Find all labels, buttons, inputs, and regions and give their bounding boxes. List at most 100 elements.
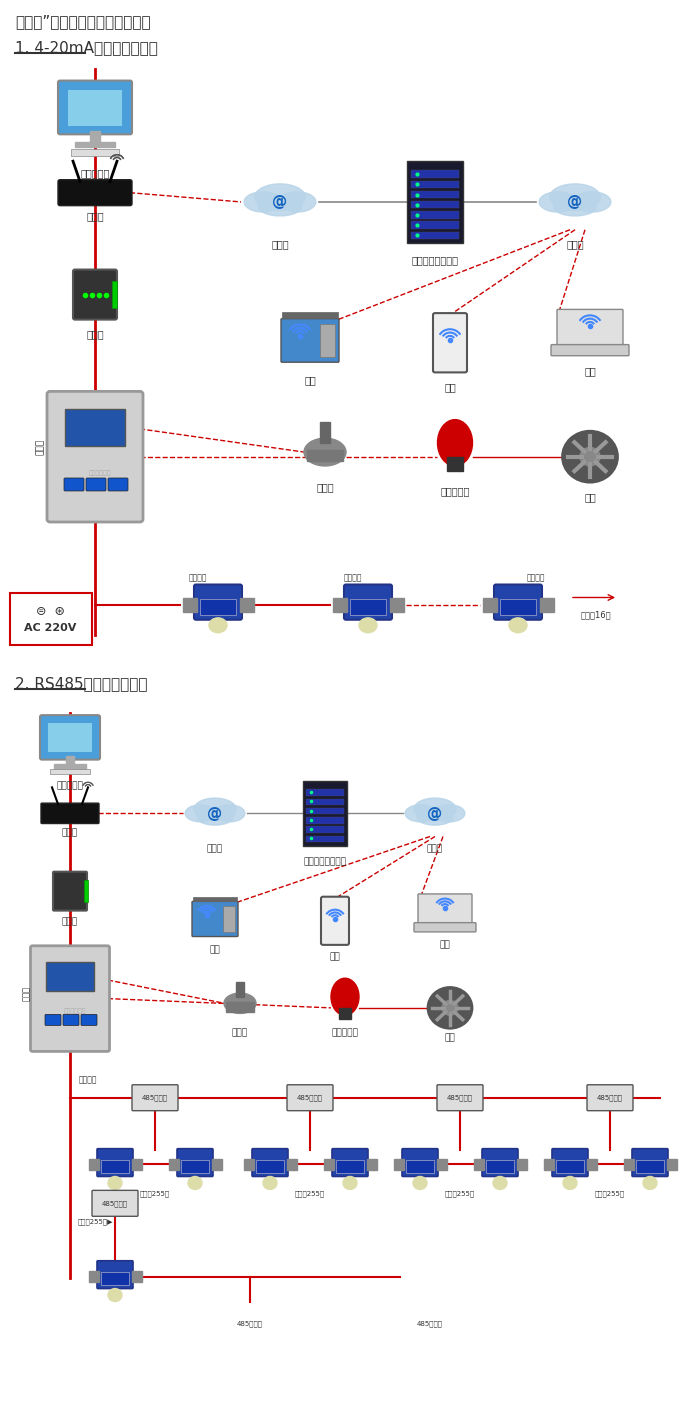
FancyBboxPatch shape xyxy=(552,1148,588,1176)
Bar xyxy=(437,1159,447,1171)
FancyBboxPatch shape xyxy=(402,1148,438,1176)
FancyBboxPatch shape xyxy=(97,1261,133,1289)
FancyBboxPatch shape xyxy=(437,1085,483,1110)
Text: 电磁阀: 电磁阀 xyxy=(316,483,334,492)
Bar xyxy=(350,599,386,615)
Text: 手机: 手机 xyxy=(330,953,340,961)
FancyBboxPatch shape xyxy=(418,893,472,926)
Ellipse shape xyxy=(428,988,472,1029)
FancyBboxPatch shape xyxy=(494,584,542,619)
Text: 信号输出: 信号输出 xyxy=(189,574,207,582)
Bar xyxy=(193,896,237,902)
Bar xyxy=(302,1389,312,1400)
Bar xyxy=(451,1390,479,1403)
Ellipse shape xyxy=(573,191,611,212)
FancyBboxPatch shape xyxy=(414,923,476,931)
FancyBboxPatch shape xyxy=(47,391,143,522)
Bar xyxy=(411,211,459,218)
Bar xyxy=(320,422,330,443)
Bar xyxy=(306,789,344,796)
Bar xyxy=(132,1271,142,1282)
Bar xyxy=(112,280,117,308)
Bar xyxy=(411,180,459,189)
Bar xyxy=(369,1389,379,1400)
Bar xyxy=(46,961,94,991)
Ellipse shape xyxy=(434,805,465,822)
Text: 终端: 终端 xyxy=(440,940,450,950)
FancyBboxPatch shape xyxy=(197,1379,233,1406)
Text: 手机: 手机 xyxy=(444,383,456,393)
Ellipse shape xyxy=(554,197,596,215)
FancyBboxPatch shape xyxy=(551,345,629,356)
Bar xyxy=(333,598,347,612)
Text: 安怡尔网络服务器: 安怡尔网络服务器 xyxy=(304,857,346,865)
Bar xyxy=(240,598,254,612)
Text: 485中继器: 485中继器 xyxy=(142,1095,168,1102)
FancyBboxPatch shape xyxy=(40,715,100,760)
Ellipse shape xyxy=(304,438,346,466)
Text: 电脑: 电脑 xyxy=(209,946,220,954)
Bar xyxy=(84,879,88,902)
Ellipse shape xyxy=(414,798,456,820)
Text: 通讯线: 通讯线 xyxy=(22,986,31,1002)
Text: @: @ xyxy=(568,194,582,210)
FancyBboxPatch shape xyxy=(41,803,99,823)
Bar xyxy=(406,1159,434,1173)
Bar xyxy=(90,131,100,144)
Text: 可连接255台: 可连接255台 xyxy=(295,1190,325,1197)
FancyBboxPatch shape xyxy=(81,1014,97,1026)
Ellipse shape xyxy=(258,197,302,215)
Text: AC 220V: AC 220V xyxy=(24,623,76,633)
Text: 485中继器: 485中继器 xyxy=(237,1320,263,1327)
Bar xyxy=(636,1159,664,1173)
Ellipse shape xyxy=(244,191,281,212)
Bar xyxy=(66,756,74,765)
Text: @: @ xyxy=(272,194,288,210)
Ellipse shape xyxy=(563,1176,577,1189)
Text: 东禽检测仪表: 东禽检测仪表 xyxy=(89,470,111,476)
FancyBboxPatch shape xyxy=(97,1148,133,1176)
Ellipse shape xyxy=(580,447,600,466)
FancyBboxPatch shape xyxy=(58,80,132,134)
Bar xyxy=(320,324,335,356)
Bar xyxy=(183,598,197,612)
FancyBboxPatch shape xyxy=(64,478,84,491)
Ellipse shape xyxy=(405,805,436,822)
Bar xyxy=(50,768,90,774)
FancyBboxPatch shape xyxy=(281,318,339,362)
Text: 1. 4-20mA信号连接系统图: 1. 4-20mA信号连接系统图 xyxy=(15,39,158,55)
Bar xyxy=(624,1159,634,1171)
FancyBboxPatch shape xyxy=(252,1148,288,1176)
Bar xyxy=(306,817,344,823)
Bar xyxy=(394,1159,404,1171)
Bar xyxy=(411,170,459,177)
Ellipse shape xyxy=(343,1176,357,1189)
Bar xyxy=(201,1390,229,1403)
Bar xyxy=(500,599,536,615)
FancyBboxPatch shape xyxy=(377,1379,413,1406)
Bar xyxy=(411,191,459,198)
Ellipse shape xyxy=(214,805,245,822)
Text: 单机版电脑: 单机版电脑 xyxy=(57,781,83,789)
Bar xyxy=(439,1389,449,1400)
Bar xyxy=(287,1159,297,1171)
Text: 互联网: 互联网 xyxy=(566,239,584,249)
Text: 安怡尔网络服务器: 安怡尔网络服务器 xyxy=(412,256,458,266)
Ellipse shape xyxy=(188,1176,202,1189)
Bar xyxy=(587,1159,597,1171)
Bar xyxy=(71,149,119,156)
Bar xyxy=(306,836,344,841)
Bar xyxy=(132,1159,142,1171)
Bar xyxy=(10,592,92,644)
Text: 信号输出: 信号输出 xyxy=(344,574,363,582)
FancyBboxPatch shape xyxy=(433,314,467,373)
Text: 可连接16个: 可连接16个 xyxy=(581,611,611,619)
FancyBboxPatch shape xyxy=(58,180,132,205)
Ellipse shape xyxy=(194,798,236,820)
FancyBboxPatch shape xyxy=(86,478,106,491)
FancyBboxPatch shape xyxy=(108,478,128,491)
Bar xyxy=(189,1389,199,1400)
Text: 互联网: 互联网 xyxy=(207,844,223,853)
FancyBboxPatch shape xyxy=(194,584,242,619)
Bar xyxy=(226,1002,254,1012)
